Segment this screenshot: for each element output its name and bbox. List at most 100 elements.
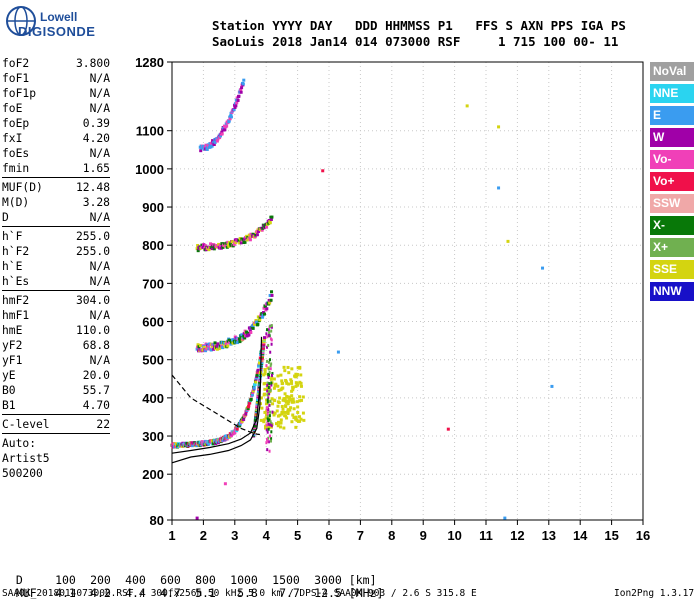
param-row: h`F 255.0 — [2, 229, 110, 244]
echo-point — [267, 440, 270, 444]
echo-point — [218, 134, 222, 138]
d-value: 400 — [125, 573, 146, 587]
echo-point — [283, 392, 287, 396]
param-value: N/A — [89, 147, 110, 160]
param-label: hmE — [2, 324, 23, 337]
param-value: N/A — [89, 72, 110, 85]
autoscale-line1: Auto: — [2, 437, 37, 450]
echo-point — [275, 409, 279, 413]
param-value: 3.800 — [75, 57, 110, 70]
echo-point — [248, 238, 252, 242]
echo-point — [244, 412, 248, 416]
echo-point — [226, 240, 230, 244]
y-tick-label: 1000 — [135, 162, 164, 177]
param-label: h`F2 — [2, 245, 30, 258]
echo-point — [243, 240, 247, 244]
echo-point — [280, 410, 284, 414]
echo-point — [266, 448, 269, 452]
echo-point — [201, 348, 205, 352]
echo-point — [268, 392, 271, 396]
y-tick-label: 80 — [150, 513, 164, 528]
echo-point — [266, 389, 269, 393]
echo-point — [286, 410, 290, 414]
echo-point — [209, 348, 213, 352]
echo-point — [267, 426, 271, 430]
echo-point — [224, 342, 228, 346]
echo-point — [270, 293, 274, 297]
muf-values: 4.1 4.2 4.4 4.7 5.1 5.8 7.7 12.5 — [40, 586, 342, 600]
echo-point — [299, 384, 303, 388]
param-value: 12.48 — [75, 181, 110, 194]
echo-point — [260, 228, 264, 232]
echo-point — [269, 434, 272, 438]
echo-point — [266, 386, 270, 390]
param-label: yF1 — [2, 354, 23, 367]
legend-sse: SSE — [650, 260, 694, 279]
echo-point — [240, 419, 244, 423]
echo-point — [274, 383, 278, 387]
param-label: hmF2 — [2, 294, 30, 307]
echo-point — [236, 98, 240, 102]
echo-point — [223, 128, 227, 132]
echo-point — [265, 364, 268, 368]
scatter-point — [497, 186, 501, 190]
echo-point — [287, 371, 291, 375]
echo-point — [266, 335, 269, 339]
echo-point — [232, 108, 236, 112]
echo-point — [253, 322, 257, 326]
echo-point — [207, 248, 211, 252]
echo-point — [268, 418, 271, 422]
echo-point — [269, 217, 273, 221]
echo-point — [290, 420, 294, 424]
param-row: M(D) 3.28 — [2, 195, 110, 210]
echo-point — [270, 325, 273, 329]
echo-point — [298, 366, 302, 370]
echo-point — [283, 399, 287, 403]
distance-values: 100 200 400 600 800 1000 1500 3000 — [40, 573, 342, 587]
echo-point — [298, 395, 302, 399]
echo-point — [234, 241, 238, 245]
param-label: foF2 — [2, 57, 30, 70]
echo-point — [210, 243, 214, 247]
echo-point — [257, 361, 261, 365]
echo-point — [262, 306, 266, 310]
muf-value: 4.4 — [125, 586, 146, 600]
param-row: D N/A — [2, 210, 110, 225]
param-row: h`Es N/A — [2, 274, 110, 289]
scatter-point — [503, 516, 507, 520]
echo-point — [239, 241, 243, 245]
scatter-point — [195, 516, 199, 520]
y-tick-label: 700 — [142, 276, 164, 291]
param-row: yF2 68.8 — [2, 338, 110, 353]
echo-point — [263, 304, 267, 308]
echo-point — [263, 370, 267, 374]
parameter-panel: foF2 3.800 foF1 N/A foF1p N/A foE N/A foEp 0.39 fx… — [2, 56, 110, 481]
param-value: 0.39 — [82, 117, 110, 130]
echo-point — [279, 418, 283, 422]
echo-point — [284, 410, 288, 414]
param-label: foF1p — [2, 87, 37, 100]
echo-point — [256, 322, 260, 326]
param-row: MUF(D) 12.48 — [2, 180, 110, 195]
echo-point — [285, 381, 289, 385]
echo-point — [288, 395, 292, 399]
echo-point — [294, 384, 298, 388]
echo-point — [260, 406, 264, 410]
echo-point — [221, 345, 225, 349]
echo-point — [229, 243, 233, 247]
param-label: foEs — [2, 147, 30, 160]
echo-point — [267, 328, 270, 332]
echo-point — [235, 101, 239, 105]
echo-point — [270, 342, 273, 346]
echo-point — [265, 423, 268, 427]
echo-point — [256, 229, 260, 233]
muf-label: MUF — [15, 586, 37, 600]
echo-point — [299, 381, 303, 385]
echo-point — [276, 420, 280, 424]
x-tick-label: 12 — [510, 528, 524, 543]
echo-point — [259, 226, 263, 230]
echo-point — [251, 326, 255, 330]
param-label: fxI — [2, 132, 23, 145]
x-tick-label: 16 — [636, 528, 650, 543]
echo-point — [284, 378, 288, 382]
